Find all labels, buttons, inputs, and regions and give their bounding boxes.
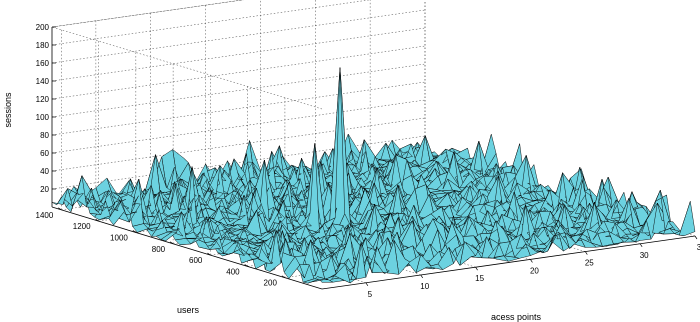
z-tick-label: 180 bbox=[36, 41, 50, 50]
z-tick-label: 40 bbox=[40, 167, 49, 176]
x-tick-label: 15 bbox=[475, 274, 484, 283]
x-axis-label: acess points bbox=[491, 312, 542, 322]
z-tick-label: 120 bbox=[36, 95, 50, 104]
y-tick bbox=[132, 230, 137, 233]
surface bbox=[51, 67, 696, 284]
z-tick-label: 200 bbox=[36, 23, 50, 32]
y-axis-label: users bbox=[177, 305, 200, 315]
grid-line bbox=[51, 0, 371, 46]
grid-line bbox=[51, 0, 323, 110]
surface-patch bbox=[679, 201, 696, 237]
y-tick bbox=[169, 241, 174, 245]
x-tick bbox=[639, 243, 643, 247]
z-tick-label: 160 bbox=[36, 59, 50, 68]
z-tick-label: 60 bbox=[40, 149, 49, 158]
x-tick bbox=[585, 251, 588, 255]
z-tick-label: 20 bbox=[40, 185, 49, 194]
x-tick-label: 5 bbox=[368, 290, 373, 299]
y-tick bbox=[95, 218, 99, 222]
z-tick-label: 140 bbox=[36, 77, 50, 86]
y-tick bbox=[244, 264, 248, 267]
y-tick bbox=[58, 207, 62, 211]
grid-line bbox=[51, 9, 426, 64]
x-axis-line bbox=[321, 235, 696, 290]
grid-line bbox=[51, 99, 426, 154]
x-tick-label: 3 bbox=[697, 243, 700, 252]
y-axis-line bbox=[51, 206, 323, 290]
surface-patch bbox=[51, 188, 68, 206]
x-tick bbox=[530, 259, 533, 263]
x-tick bbox=[365, 282, 369, 286]
y-tick-label: 1400 bbox=[36, 211, 54, 220]
z-axis-label: sessions bbox=[3, 92, 13, 128]
z-tick-label: 100 bbox=[36, 113, 50, 122]
tick-labels: 20 40 60 80 100 120 140 160 180 200 200 400 600 800 10… bbox=[36, 23, 700, 299]
y-tick-label: 400 bbox=[226, 267, 240, 276]
y-tick-label: 200 bbox=[264, 279, 278, 288]
y-tick-label: 600 bbox=[189, 256, 203, 265]
y-tick bbox=[207, 252, 211, 256]
grid-line bbox=[51, 27, 426, 82]
x-tick-label: 10 bbox=[420, 282, 429, 291]
x-tick-label: 20 bbox=[530, 266, 539, 275]
y-tick-label: 1200 bbox=[73, 222, 91, 231]
grid-line bbox=[51, 45, 426, 100]
y-tick-label: 800 bbox=[152, 245, 166, 254]
y-tick-label: 1000 bbox=[110, 233, 128, 242]
grid-line bbox=[51, 81, 426, 136]
z-tick-label: 80 bbox=[40, 131, 49, 140]
grid-line bbox=[51, 63, 426, 118]
y-tick bbox=[281, 275, 286, 279]
x-tick bbox=[694, 235, 698, 240]
x-tick bbox=[475, 266, 478, 271]
x-tick-label: 30 bbox=[640, 251, 649, 260]
x-tick-label: 25 bbox=[585, 259, 594, 268]
grid-line bbox=[51, 0, 244, 28]
x-tick bbox=[420, 274, 424, 279]
